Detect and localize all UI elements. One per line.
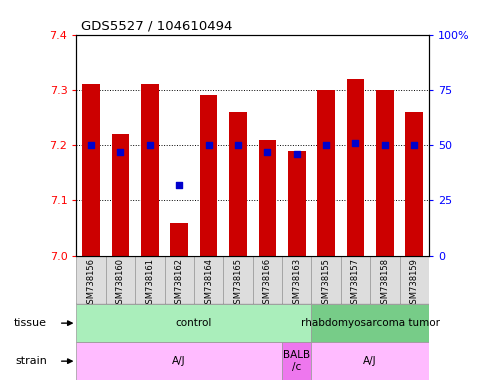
Point [352,140,359,146]
FancyBboxPatch shape [370,256,399,304]
Text: GSM738164: GSM738164 [204,258,213,309]
Bar [405,112,423,256]
Bar [141,84,159,256]
Point [176,182,183,188]
Point [146,142,154,148]
FancyBboxPatch shape [223,256,252,304]
Point [116,149,124,155]
Text: GSM738155: GSM738155 [321,258,331,309]
Point [87,142,95,148]
Bar [317,90,335,256]
Text: GSM738163: GSM738163 [292,258,301,309]
Text: GSM738157: GSM738157 [351,258,360,309]
Bar [258,140,276,256]
Bar [288,151,306,256]
FancyBboxPatch shape [76,304,312,342]
Point [205,142,212,148]
FancyBboxPatch shape [135,256,165,304]
FancyBboxPatch shape [252,256,282,304]
Text: BALB
/c: BALB /c [283,350,310,372]
Text: A/J: A/J [363,356,377,366]
Text: control: control [176,318,212,328]
FancyBboxPatch shape [194,256,223,304]
FancyBboxPatch shape [282,342,312,380]
FancyBboxPatch shape [76,342,282,380]
Text: GSM738159: GSM738159 [410,258,419,309]
Point [293,151,301,157]
Text: GSM738162: GSM738162 [175,258,184,309]
Bar [347,79,364,256]
Point [322,142,330,148]
Point [381,142,389,148]
Bar [111,134,129,256]
Text: GSM738165: GSM738165 [234,258,243,309]
Text: GSM738160: GSM738160 [116,258,125,309]
FancyBboxPatch shape [312,342,429,380]
Text: GSM738158: GSM738158 [380,258,389,309]
FancyBboxPatch shape [76,256,106,304]
Text: tissue: tissue [14,318,47,328]
Text: A/J: A/J [173,356,186,366]
FancyBboxPatch shape [399,256,429,304]
Text: GSM738156: GSM738156 [87,258,96,309]
Bar [82,84,100,256]
Text: rhabdomyosarcoma tumor: rhabdomyosarcoma tumor [301,318,440,328]
Point [234,142,242,148]
Text: GSM738161: GSM738161 [145,258,154,309]
FancyBboxPatch shape [165,256,194,304]
Point [263,149,271,155]
FancyBboxPatch shape [312,304,429,342]
Text: GSM738166: GSM738166 [263,258,272,309]
FancyBboxPatch shape [341,256,370,304]
Bar [200,95,217,256]
Text: GDS5527 / 104610494: GDS5527 / 104610494 [81,20,233,33]
FancyBboxPatch shape [312,256,341,304]
FancyBboxPatch shape [282,256,312,304]
Bar [171,223,188,256]
Text: strain: strain [15,356,47,366]
Bar [229,112,247,256]
Point [410,142,418,148]
Bar [376,90,393,256]
FancyBboxPatch shape [106,256,135,304]
